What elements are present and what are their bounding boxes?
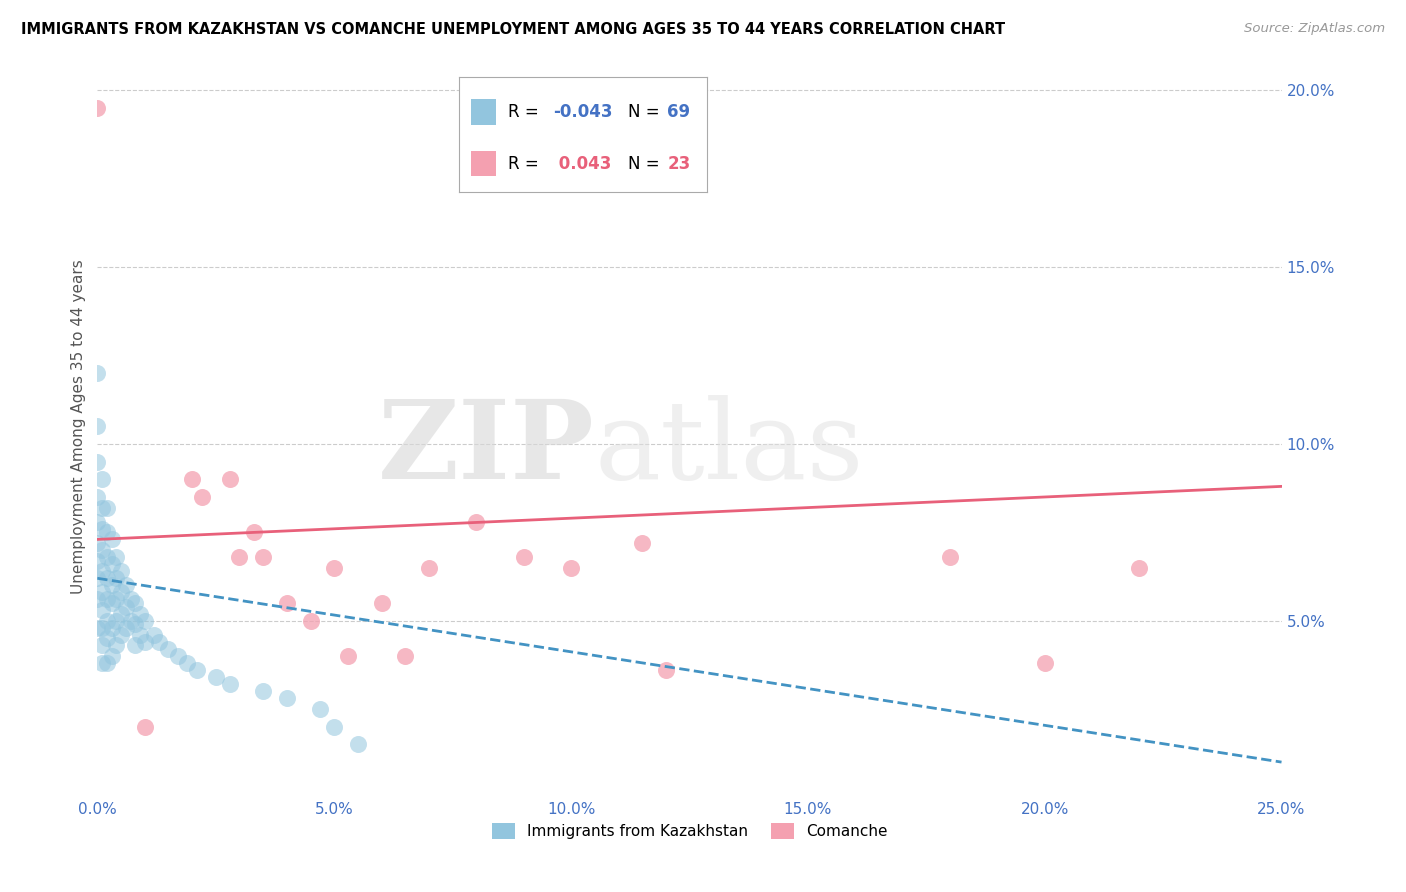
Point [655, 663, 678, 677]
Point [114, 599, 136, 614]
Point [129, 628, 152, 642]
Text: IMMIGRANTS FROM KAZAKHSTAN VS COMANCHE UNEMPLOYMENT AMONG AGES 35 TO 44 YEARS CO: IMMIGRANTS FROM KAZAKHSTAN VS COMANCHE U… [21, 22, 1005, 37]
Point [86, 101, 108, 115]
Point [86, 366, 108, 380]
Point [105, 571, 128, 585]
Point [100, 596, 122, 610]
Point [219, 677, 242, 691]
Point [100, 557, 122, 571]
Point [204, 670, 226, 684]
Point [134, 614, 156, 628]
Point [186, 663, 208, 677]
Point [91, 472, 114, 486]
Point [124, 617, 146, 632]
Point [148, 635, 170, 649]
Point [86, 553, 108, 567]
Point [110, 585, 132, 599]
Point [86, 515, 108, 529]
Point [323, 560, 346, 574]
Point [120, 592, 142, 607]
Point [96, 525, 118, 540]
Point [219, 472, 242, 486]
Point [347, 738, 370, 752]
Text: atlas: atlas [595, 395, 865, 502]
Point [276, 596, 298, 610]
Point [96, 500, 118, 515]
Point [299, 614, 322, 628]
Point [100, 648, 122, 663]
Point [143, 628, 166, 642]
Point [512, 550, 534, 565]
Point [110, 564, 132, 578]
Point [323, 720, 346, 734]
Point [124, 639, 146, 653]
Point [91, 585, 114, 599]
Point [105, 614, 128, 628]
Point [1033, 656, 1056, 670]
Text: Source: ZipAtlas.com: Source: ZipAtlas.com [1244, 22, 1385, 36]
Legend: Immigrants from Kazakhstan, Comanche: Immigrants from Kazakhstan, Comanche [485, 817, 893, 846]
Point [134, 635, 156, 649]
Point [86, 621, 108, 635]
Point [242, 525, 264, 540]
Point [939, 550, 962, 565]
Point [176, 656, 198, 670]
Point [96, 550, 118, 565]
Point [181, 472, 204, 486]
Point [91, 500, 114, 515]
Point [86, 571, 108, 585]
Point [100, 578, 122, 592]
Point [1128, 560, 1150, 574]
Point [86, 592, 108, 607]
Point [114, 578, 136, 592]
Point [252, 684, 274, 698]
Point [134, 720, 156, 734]
Point [86, 536, 108, 550]
Point [86, 490, 108, 504]
Point [86, 419, 108, 434]
Text: ZIP: ZIP [378, 395, 595, 502]
Point [276, 691, 298, 706]
Point [110, 628, 132, 642]
Point [91, 639, 114, 653]
Point [157, 642, 180, 657]
Point [100, 533, 122, 547]
Point [252, 550, 274, 565]
Point [465, 515, 488, 529]
Point [105, 592, 128, 607]
Point [105, 639, 128, 653]
Point [228, 550, 250, 565]
Point [91, 656, 114, 670]
Point [91, 543, 114, 558]
Point [91, 621, 114, 635]
Point [418, 560, 440, 574]
Point [167, 648, 190, 663]
Point [129, 607, 152, 621]
Point [86, 455, 108, 469]
Point [96, 571, 118, 585]
Point [309, 702, 332, 716]
Point [190, 490, 212, 504]
Point [394, 648, 416, 663]
Point [120, 614, 142, 628]
Point [100, 621, 122, 635]
Point [96, 656, 118, 670]
Point [105, 550, 128, 565]
Point [124, 596, 146, 610]
Point [96, 614, 118, 628]
Point [91, 603, 114, 617]
Point [337, 648, 360, 663]
Point [91, 522, 114, 536]
Point [631, 536, 654, 550]
Point [114, 621, 136, 635]
Point [91, 564, 114, 578]
Point [96, 632, 118, 646]
Point [560, 560, 582, 574]
Point [370, 596, 392, 610]
Point [96, 592, 118, 607]
Y-axis label: Unemployment Among Ages 35 to 44 years: Unemployment Among Ages 35 to 44 years [72, 259, 86, 594]
Point [110, 607, 132, 621]
